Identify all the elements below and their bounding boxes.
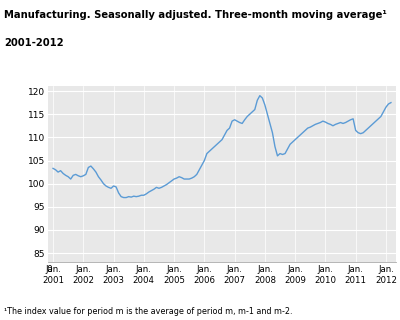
Text: Manufacturing. Seasonally adjusted. Three-month moving average¹: Manufacturing. Seasonally adjusted. Thre… <box>4 10 387 20</box>
Text: 2001-2012: 2001-2012 <box>4 38 64 48</box>
Text: 0: 0 <box>46 265 52 274</box>
Text: ¹The index value for period m is the average of period m, m-1 and m-2.: ¹The index value for period m is the ave… <box>4 307 292 316</box>
